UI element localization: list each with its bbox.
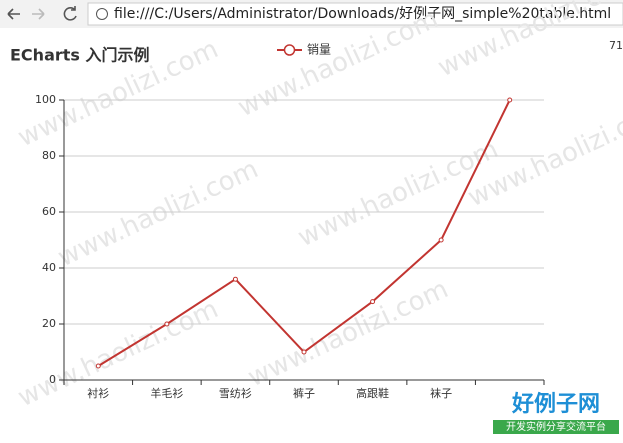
url: file:///C:/Users/Administrator/Downloads…	[114, 6, 611, 22]
y-tick-label: 60	[42, 205, 56, 218]
x-tick-label: 羊毛衫	[150, 386, 183, 400]
data-point	[95, 363, 101, 369]
y-tick-label: 40	[42, 261, 56, 274]
x-tick-label: 高跟鞋	[356, 386, 389, 400]
info-icon	[96, 8, 108, 20]
data-point	[438, 237, 444, 243]
corner-text: 71	[609, 39, 623, 52]
x-tick-label: 袜子	[430, 386, 452, 400]
data-point	[507, 97, 513, 103]
watermark: www.haolizi.com	[53, 154, 262, 273]
data-point	[301, 349, 307, 355]
watermark: www.haolizi.com	[243, 274, 452, 393]
legend-marker	[283, 44, 296, 56]
x-tick-label: 衬衫	[87, 387, 109, 400]
logo-subtitle: 开发实例分享交流平台	[506, 420, 606, 433]
logo-band	[493, 420, 619, 434]
address-bar[interactable]	[87, 2, 623, 26]
y-tick-label: 80	[42, 149, 56, 162]
x-tick-label: 雪纺衫	[219, 386, 252, 400]
data-point	[370, 299, 376, 305]
y-tick-label: 0	[49, 373, 56, 386]
legend-label: 销量	[307, 43, 331, 57]
plot: 0 20 40 60 80 100 衬衫 羊毛衫 雪纺衫 裤子 高跟鞋 袜子 销量	[35, 43, 545, 400]
forward-button[interactable]	[32, 8, 45, 20]
logo-title: 好例子网	[511, 391, 600, 417]
data-point	[164, 321, 170, 327]
data-point	[232, 276, 238, 282]
y-tick-label: 20	[42, 317, 56, 330]
y-tick-label: 100	[35, 93, 56, 106]
reload-button[interactable]	[63, 6, 77, 21]
back-button[interactable]	[7, 8, 20, 20]
chart-title: ECharts 入门示例	[10, 46, 150, 65]
x-tick-label: 裤子	[293, 386, 315, 400]
